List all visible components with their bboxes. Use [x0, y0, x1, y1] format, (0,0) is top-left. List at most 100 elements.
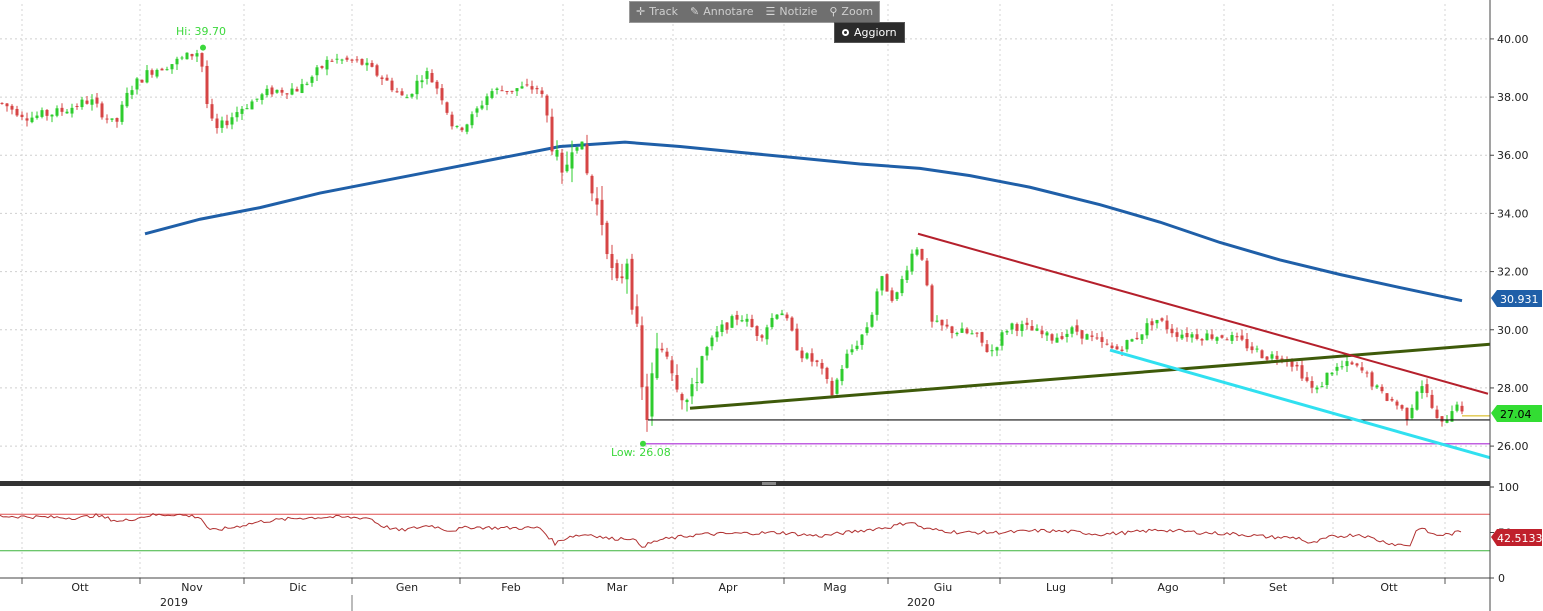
candle-body: [775, 314, 779, 319]
candle-body: [850, 349, 854, 353]
candle-body: [415, 80, 419, 95]
candle-body: [160, 68, 164, 71]
candle-body: [20, 114, 24, 118]
candle-body: [875, 291, 879, 315]
zoom-label: Zoom: [841, 5, 874, 18]
candle-body: [50, 114, 54, 117]
grid: [0, 4, 1490, 578]
candle-body: [905, 270, 909, 280]
candle-body: [460, 127, 464, 131]
candle-body: [655, 348, 659, 379]
update-button[interactable]: Aggiorn: [834, 22, 905, 43]
candle-body: [835, 379, 839, 394]
candle-body: [1000, 332, 1004, 346]
candle-body: [105, 118, 109, 120]
candle-body: [185, 52, 189, 60]
candle-body: [1400, 405, 1404, 409]
candle-body: [515, 88, 519, 92]
candle-body: [865, 327, 869, 333]
news-button[interactable]: ☰ Notizie: [760, 2, 824, 22]
candle-body: [255, 98, 259, 100]
candle-body: [880, 276, 884, 291]
candle-body: [640, 325, 644, 388]
rsi-line: [0, 512, 1462, 548]
x-month-label: Ott: [1380, 581, 1398, 594]
candle-body: [180, 57, 184, 59]
candle-body: [125, 92, 129, 107]
candle-body: [815, 360, 819, 363]
x-month-label: Nov: [181, 581, 203, 594]
candle-body: [1255, 348, 1259, 350]
candle-body: [370, 62, 374, 67]
candle-body: [1225, 339, 1229, 341]
candle-body: [585, 144, 589, 174]
candle-body: [1195, 334, 1199, 339]
candle-body: [235, 112, 239, 118]
candle-body: [1180, 334, 1184, 339]
candle-body: [480, 105, 484, 109]
candle-body: [1395, 401, 1399, 406]
candle-body: [1420, 386, 1424, 393]
news-label: Notizie: [779, 5, 818, 18]
candle-body: [365, 62, 369, 66]
candle-body: [535, 88, 539, 90]
magnifier-icon: ⚲: [829, 5, 838, 18]
candle-body: [840, 368, 844, 382]
candle-body: [770, 317, 774, 328]
candle-body: [490, 91, 494, 98]
candle-body: [1220, 335, 1224, 338]
candle-body: [885, 274, 889, 292]
candle-body: [245, 108, 249, 110]
candle-body: [1380, 386, 1384, 392]
candle-body: [35, 115, 39, 118]
candle-body: [975, 332, 979, 334]
candle-body: [1140, 334, 1144, 340]
candle-body: [1235, 336, 1239, 338]
trendlines-layer: [200, 44, 1491, 460]
candle-body: [1410, 407, 1414, 419]
candle-body: [1155, 319, 1159, 324]
candle-body: [1185, 333, 1189, 338]
crosshair-icon: ✛: [636, 5, 646, 18]
candle-body: [1010, 323, 1014, 330]
annotate-button[interactable]: ✎ Annotare: [684, 2, 760, 22]
track-button[interactable]: ✛ Track: [630, 2, 684, 22]
ma-value-badge: 30.931: [1491, 290, 1542, 307]
candle-body: [660, 348, 664, 351]
zoom-button[interactable]: ⚲ Zoom: [823, 2, 879, 22]
high-annotation: Hi: 39.70: [176, 25, 226, 38]
candle-body: [5, 103, 9, 107]
last-price-text: 27.04: [1500, 408, 1532, 421]
candle-body: [630, 258, 634, 310]
candle-body: [305, 83, 309, 85]
news-icon: ☰: [765, 5, 776, 18]
candle-body: [90, 99, 94, 105]
candle-body: [400, 91, 404, 96]
candle-body: [55, 108, 59, 116]
candle-body: [665, 351, 669, 357]
candle-body: [650, 373, 654, 417]
cyan-trendline: [1109, 348, 1491, 460]
candle-body: [690, 384, 694, 397]
rsi-tick-label: 100: [1498, 481, 1519, 494]
candle-body: [590, 175, 594, 194]
candle-body: [1115, 346, 1119, 350]
y-tick-label: 36.00: [1497, 149, 1529, 162]
candle-body: [710, 337, 714, 347]
candle-body: [1230, 335, 1234, 341]
candle-body: [1055, 337, 1059, 343]
candle-body: [375, 65, 379, 76]
candle-body: [825, 367, 829, 379]
candle-body: [740, 320, 744, 322]
candle-body: [155, 69, 159, 77]
candle-body: [1300, 365, 1304, 379]
candle-body: [620, 276, 624, 279]
low-annotation: Low: 26.08: [611, 446, 671, 459]
candle-body: [130, 90, 134, 95]
candle-body: [275, 89, 279, 93]
x-month-label: Gen: [396, 581, 418, 594]
candle-body: [1375, 385, 1379, 388]
candle-body: [1060, 336, 1064, 339]
candle-body: [470, 114, 474, 126]
candle-body: [150, 70, 154, 75]
